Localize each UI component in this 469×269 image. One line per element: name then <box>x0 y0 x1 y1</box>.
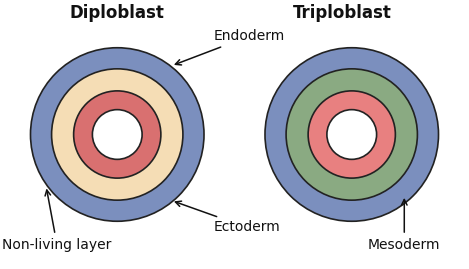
Text: Mesoderm: Mesoderm <box>368 200 440 252</box>
Ellipse shape <box>30 48 204 221</box>
Ellipse shape <box>286 69 417 200</box>
Text: Ectoderm: Ectoderm <box>175 201 280 234</box>
Ellipse shape <box>327 110 377 159</box>
Text: Triploblast: Triploblast <box>293 5 392 22</box>
Ellipse shape <box>74 91 161 178</box>
Ellipse shape <box>92 110 142 159</box>
Ellipse shape <box>265 48 439 221</box>
Text: Non-living layer: Non-living layer <box>2 190 112 252</box>
Ellipse shape <box>308 91 395 178</box>
Ellipse shape <box>52 69 183 200</box>
Text: Diploblast: Diploblast <box>70 5 165 22</box>
Text: Endoderm: Endoderm <box>175 29 285 65</box>
